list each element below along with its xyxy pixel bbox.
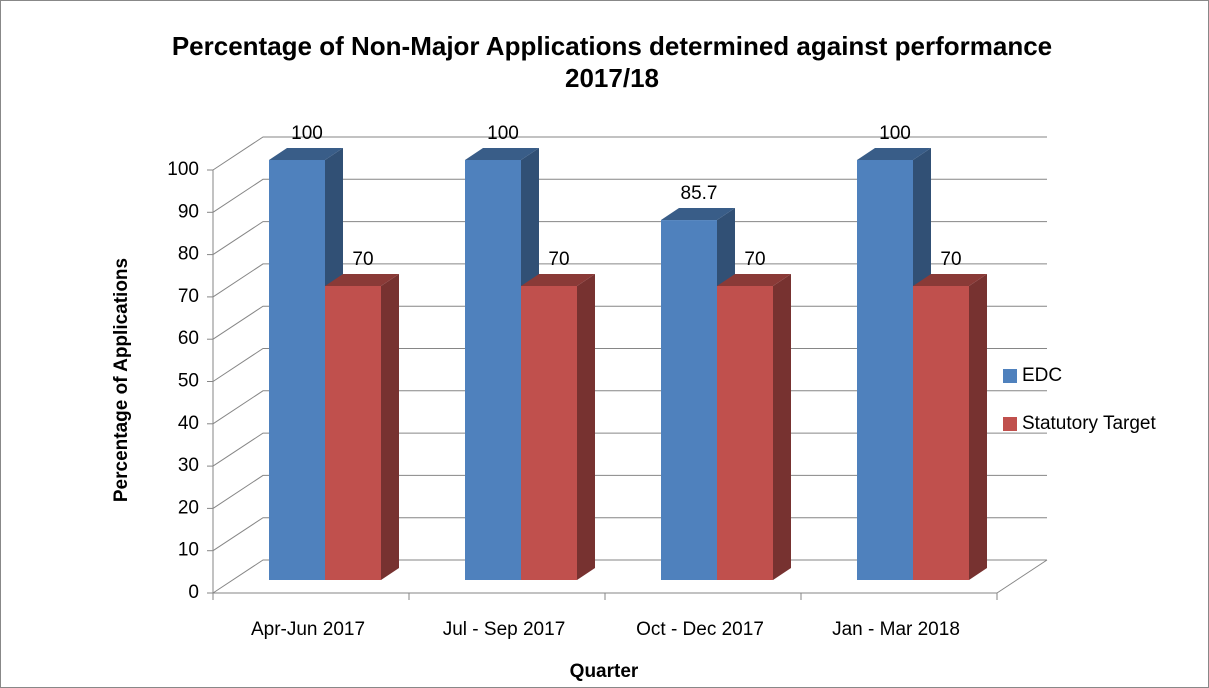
bar-side bbox=[773, 274, 791, 580]
bar-top bbox=[857, 148, 931, 160]
x-axis-title: Quarter bbox=[570, 661, 639, 682]
bar-top bbox=[521, 274, 595, 286]
floor-edge bbox=[996, 559, 1048, 594]
bar bbox=[325, 286, 381, 580]
bar-top bbox=[325, 274, 399, 286]
x-tick-label: Jan - Mar 2018 bbox=[832, 619, 960, 640]
y-axis-title: Percentage of Applications bbox=[111, 258, 132, 502]
y-tick-label: 50 bbox=[178, 371, 199, 392]
bar-top bbox=[913, 274, 987, 286]
y-tick-label: 0 bbox=[188, 582, 199, 603]
value-label: 70 bbox=[548, 249, 569, 270]
y-tick-label: 40 bbox=[178, 413, 199, 434]
bar-side bbox=[969, 274, 987, 580]
bar-side bbox=[381, 274, 399, 580]
bar bbox=[465, 160, 521, 580]
legend-swatch bbox=[1003, 369, 1017, 383]
bar bbox=[521, 286, 577, 580]
bar bbox=[857, 160, 913, 580]
x-tick-label: Apr-Jun 2017 bbox=[251, 619, 365, 640]
bar-top bbox=[717, 274, 791, 286]
y-tick-label: 60 bbox=[178, 328, 199, 349]
grid-line bbox=[212, 178, 1047, 213]
bar bbox=[269, 160, 325, 580]
bar-top bbox=[661, 208, 735, 221]
grid-line bbox=[212, 263, 1047, 298]
legend-label: EDC bbox=[1022, 365, 1062, 386]
bar-side bbox=[577, 274, 595, 580]
y-tick-label: 100 bbox=[167, 159, 199, 180]
x-tick-label: Oct - Dec 2017 bbox=[636, 619, 764, 640]
y-tick-label: 10 bbox=[178, 540, 199, 561]
chart-title: Percentage of Non-Major Applications det… bbox=[171, 31, 1053, 93]
bar-top bbox=[269, 148, 343, 160]
value-label: 100 bbox=[487, 123, 519, 144]
grid-line bbox=[212, 136, 1047, 171]
value-label: 70 bbox=[940, 249, 961, 270]
y-tick-label: 90 bbox=[178, 201, 199, 222]
y-tick-label: 80 bbox=[178, 244, 199, 265]
value-label: 70 bbox=[352, 249, 373, 270]
value-label: 100 bbox=[291, 123, 323, 144]
grid-line bbox=[212, 221, 1047, 256]
value-label: 70 bbox=[744, 249, 765, 270]
legend-swatch bbox=[1003, 417, 1017, 431]
y-tick-label: 20 bbox=[178, 497, 199, 518]
x-tick-label: Jul - Sep 2017 bbox=[443, 619, 566, 640]
y-tick-label: 70 bbox=[178, 286, 199, 307]
value-label: 100 bbox=[879, 123, 911, 144]
value-label: 85.7 bbox=[681, 183, 718, 204]
bar-top bbox=[465, 148, 539, 160]
legend-label: Statutory Target bbox=[1022, 413, 1157, 434]
bar bbox=[661, 220, 717, 580]
y-tick-label: 30 bbox=[178, 455, 199, 476]
bar bbox=[913, 286, 969, 580]
bar bbox=[717, 286, 773, 580]
